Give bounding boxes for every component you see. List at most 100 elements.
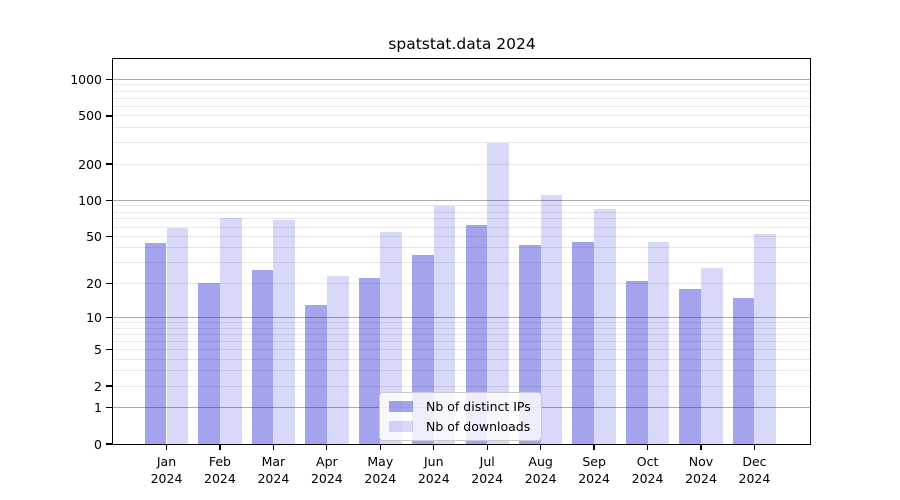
plot-area: Nb of distinct IPs Nb of downloads Jan 20… <box>70 58 811 486</box>
x-label-year: 2024 <box>524 471 557 486</box>
bar-distinct-ips-jul <box>465 225 488 444</box>
x-tick-label: Nov 2024 <box>673 453 729 487</box>
gridline-minor <box>113 262 810 264</box>
y-tick-label: 200 <box>78 156 102 172</box>
y-tick-label: 100 <box>78 192 102 208</box>
y-tick-mark <box>106 406 113 409</box>
y-tick-mark <box>106 443 113 445</box>
bar-downloads-aug <box>540 195 563 444</box>
gridline-minor <box>113 340 810 342</box>
legend: Nb of distinct IPs Nb of downloads <box>379 392 542 441</box>
x-tick-mark <box>219 444 221 450</box>
y-tick-mark <box>106 385 113 387</box>
bar-distinct-ips-may <box>358 278 381 444</box>
x-label-year: 2024 <box>150 471 183 486</box>
bar-distinct-ips-jan <box>144 243 167 444</box>
legend-item-distinct-ips: Nb of distinct IPs <box>389 398 531 415</box>
bar-downloads-apr <box>326 276 349 444</box>
x-label-year: 2024 <box>631 471 664 486</box>
x-label-year: 2024 <box>471 471 504 486</box>
bar-distinct-ips-dec <box>732 297 755 444</box>
legend-item-downloads: Nb of downloads <box>389 418 531 435</box>
y-tick-label: 2 <box>94 378 102 394</box>
x-tick-label: Jun 2024 <box>406 453 462 487</box>
x-tick-label: Mar 2024 <box>245 453 301 487</box>
x-label-month: Sep <box>582 454 606 469</box>
gridline-minor <box>113 333 810 335</box>
bar-downloads-nov <box>701 268 723 444</box>
bar-distinct-ips-oct <box>625 280 648 444</box>
y-tick-label: 1000 <box>70 71 102 87</box>
gridline-minor <box>113 218 810 220</box>
y-tick-mark <box>106 199 113 202</box>
bar-downloads-sep <box>594 208 616 444</box>
x-label-year: 2024 <box>310 471 343 486</box>
gridline-minor <box>113 358 810 360</box>
gridline-minor <box>113 205 810 207</box>
gridline-major <box>113 316 810 318</box>
x-tick-mark <box>700 444 702 450</box>
x-label-month: Mar <box>261 454 286 469</box>
y-tick-mark <box>106 235 113 238</box>
y-tick-mark <box>106 115 113 117</box>
y-tick-mark <box>106 316 113 319</box>
x-tick-mark <box>379 444 381 450</box>
x-tick-label: Dec 2024 <box>726 453 782 487</box>
x-tick-mark <box>165 444 168 450</box>
gridline-minor <box>113 84 810 86</box>
y-tick-mark <box>106 348 113 351</box>
x-label-month: Apr <box>316 454 338 469</box>
x-tick-label: Sep 2024 <box>566 453 622 487</box>
y-tick-label: 20 <box>86 275 102 291</box>
y-tick-label: 5 <box>94 341 102 357</box>
x-label-year: 2024 <box>738 471 771 486</box>
y-tick-label: 500 <box>78 108 102 124</box>
legend-label-distinct-ips: Nb of distinct IPs <box>426 399 531 414</box>
x-label-year: 2024 <box>578 471 610 486</box>
x-tick-label: Aug 2024 <box>513 453 569 487</box>
bar-downloads-oct <box>647 241 670 444</box>
x-label-month: Nov <box>688 454 714 469</box>
gridline-minor <box>113 235 810 237</box>
x-label-month: Dec <box>742 454 767 469</box>
gridline-minor <box>113 247 810 249</box>
gridline-major <box>113 78 810 80</box>
x-label-year: 2024 <box>257 471 290 486</box>
gridline-minor <box>113 321 810 323</box>
chart-title: spatstat.data 2024 <box>388 35 536 53</box>
bar-distinct-ips-nov <box>679 288 701 444</box>
bar-downloads-mar <box>273 219 296 444</box>
x-tick-mark <box>486 444 488 450</box>
bar-downloads-jul <box>487 142 509 444</box>
x-label-month: Jun <box>423 454 444 469</box>
x-tick-mark <box>753 444 756 450</box>
x-label-month: Oct <box>636 454 659 469</box>
x-tick-mark <box>540 444 542 450</box>
x-label-year: 2024 <box>685 471 717 486</box>
y-tick-mark <box>106 78 113 80</box>
gridline-minor <box>113 226 810 228</box>
legend-swatch-downloads <box>389 421 413 432</box>
bar-distinct-ips-apr <box>305 304 327 444</box>
bar-distinct-ips-sep <box>572 241 595 444</box>
x-label-year: 2024 <box>204 471 236 486</box>
bar-downloads-jan <box>166 227 189 444</box>
x-label-month: Aug <box>528 454 553 469</box>
legend-swatch-distinct-ips <box>389 401 413 412</box>
gridline-minor <box>113 127 810 129</box>
gridline-minor <box>113 385 810 387</box>
gridline-minor <box>113 115 810 117</box>
x-tick-label: Apr 2024 <box>299 453 355 487</box>
y-tick-label: 50 <box>86 228 102 244</box>
gridline-minor <box>113 282 810 284</box>
x-tick-label: Feb 2024 <box>192 453 248 487</box>
bar-downloads-may <box>380 232 402 444</box>
gridline-minor <box>113 105 810 107</box>
gridline-minor <box>113 327 810 329</box>
y-tick-mark <box>106 163 113 165</box>
x-label-month: Jul <box>479 454 495 469</box>
bar-downloads-feb <box>219 218 242 444</box>
gridline-major <box>113 199 810 201</box>
x-tick-mark <box>433 444 435 450</box>
